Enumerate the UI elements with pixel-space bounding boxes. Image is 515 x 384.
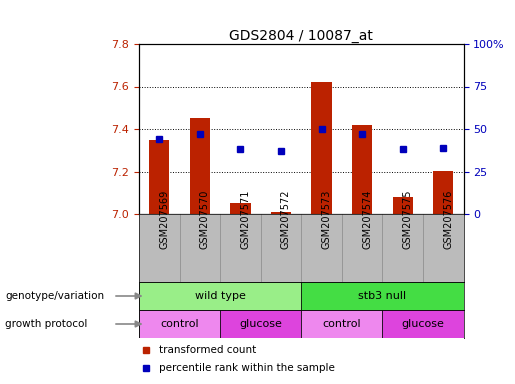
Text: GSM207571: GSM207571: [241, 190, 250, 249]
Bar: [312, 82, 332, 214]
Bar: [230, 204, 251, 214]
Text: percentile rank within the sample: percentile rank within the sample: [159, 363, 334, 373]
Text: glucose: glucose: [239, 319, 282, 329]
Text: GSM207576: GSM207576: [443, 190, 453, 249]
Bar: [271, 212, 291, 214]
Text: transformed count: transformed count: [159, 345, 256, 355]
Bar: [190, 118, 210, 214]
Text: GSM207575: GSM207575: [403, 190, 413, 249]
Text: growth protocol: growth protocol: [5, 319, 88, 329]
Text: glucose: glucose: [402, 319, 444, 329]
Bar: [139, 310, 220, 338]
Text: control: control: [160, 319, 199, 329]
Bar: [301, 310, 382, 338]
Text: GSM207573: GSM207573: [321, 190, 332, 249]
Bar: [392, 197, 413, 214]
Bar: [433, 172, 453, 214]
Title: GDS2804 / 10087_at: GDS2804 / 10087_at: [229, 29, 373, 43]
Bar: [139, 282, 301, 310]
Text: GSM207574: GSM207574: [362, 190, 372, 249]
Text: GSM207569: GSM207569: [159, 190, 169, 249]
Bar: [301, 282, 464, 310]
Text: control: control: [322, 319, 361, 329]
Text: wild type: wild type: [195, 291, 246, 301]
Text: genotype/variation: genotype/variation: [5, 291, 104, 301]
Text: GSM207572: GSM207572: [281, 190, 291, 249]
Text: GSM207570: GSM207570: [200, 190, 210, 249]
Bar: [149, 140, 169, 214]
Bar: [352, 125, 372, 214]
Bar: [382, 310, 464, 338]
Bar: [220, 310, 301, 338]
Text: stb3 null: stb3 null: [358, 291, 406, 301]
